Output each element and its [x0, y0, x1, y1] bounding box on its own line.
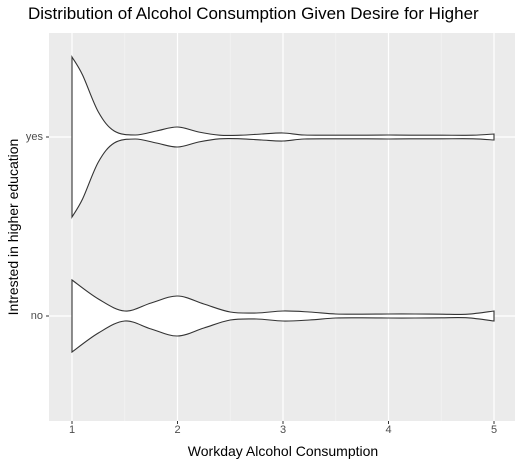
y-tick-label: no [30, 310, 43, 322]
x-tick-label: 5 [490, 424, 498, 436]
x-axis-label: Workday Alcohol Consumption [187, 443, 379, 459]
violin-no [71, 278, 495, 354]
y-axis-label: Intrested in higher education [5, 138, 21, 316]
x-tick-label: 4 [385, 424, 392, 436]
plot-panel [49, 33, 515, 421]
y-tick-label: yes [25, 131, 43, 143]
violin-yes [71, 54, 495, 220]
x-tick-label: 2 [174, 424, 181, 436]
x-tick-label: 3 [279, 424, 287, 436]
x-tick-label: 1 [68, 424, 76, 436]
chart-title: Distribution of Alcohol Consumption Give… [28, 4, 479, 23]
